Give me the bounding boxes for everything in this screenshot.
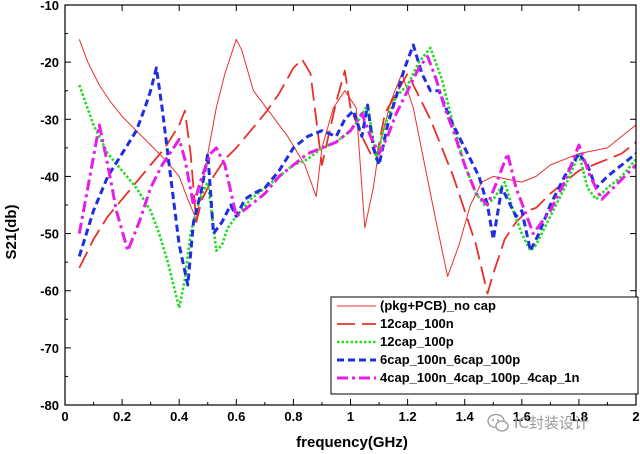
wechat-icon: [487, 413, 509, 432]
legend: (pkg+PCB)_no cap 12cap_100n 12cap_100p 6cap…: [330, 296, 639, 395]
watermark-text: IC封装设计: [514, 414, 589, 432]
legend-label-2: 12cap_100p: [380, 334, 454, 349]
x-tick-label-2: 0.4: [170, 409, 189, 424]
series-line-3: [77, 43, 636, 287]
series-line-2: [78, 46, 636, 310]
x-tick-label-10: 2: [632, 409, 639, 424]
series-line-1: [78, 58, 636, 295]
x-tick-label-9: 1.8: [570, 409, 588, 424]
series-line-0: [78, 38, 636, 277]
y-tick-label-6: -70: [40, 341, 59, 356]
axis-ticks: [64, 4, 637, 406]
x-tick-label-8: 1.6: [513, 409, 531, 424]
x-tick-label-5: 1: [347, 409, 354, 424]
y-tick-labels: -10 -20 -30 -40 -50 -60 -70 -80: [40, 0, 59, 413]
y-axis-label: S21(db): [3, 204, 20, 259]
x-tick-label-6: 1.2: [399, 409, 417, 424]
legend-label-3: 6cap_100n_6cap_100p: [380, 352, 520, 367]
y-tick-label-5: -60: [40, 284, 59, 299]
x-axis-label: frequency(GHz): [296, 434, 408, 451]
legend-label-4: 4cap_100n_4cap_100p_4cap_1n: [380, 370, 580, 385]
legend-box: [330, 296, 639, 395]
y-tick-label-2: -30: [40, 112, 59, 127]
x-tick-label-1: 0.2: [113, 409, 131, 424]
x-tick-label-0: 0: [61, 409, 68, 424]
series-line-4: [77, 54, 636, 253]
y-tick-label-1: -20: [40, 55, 59, 70]
y-tick-label-4: -50: [40, 227, 59, 242]
watermark: IC封装设计: [487, 413, 589, 432]
x-tick-label-4: 0.8: [284, 409, 302, 424]
y-tick-label-7: -80: [40, 398, 59, 413]
y-tick-label-0: -10: [40, 0, 59, 13]
x-tick-labels: 0 0.2 0.4 0.6 0.8 1 1.2 1.4 1.6 1.8 2: [61, 409, 639, 424]
legend-label-0: (pkg+PCB)_no cap: [380, 298, 496, 313]
x-tick-label-7: 1.4: [456, 409, 475, 424]
x-tick-label-3: 0.6: [227, 409, 245, 424]
y-tick-label-3: -40: [40, 169, 59, 184]
legend-label-1: 12cap_100n: [380, 316, 454, 331]
series-layer: [77, 38, 636, 310]
